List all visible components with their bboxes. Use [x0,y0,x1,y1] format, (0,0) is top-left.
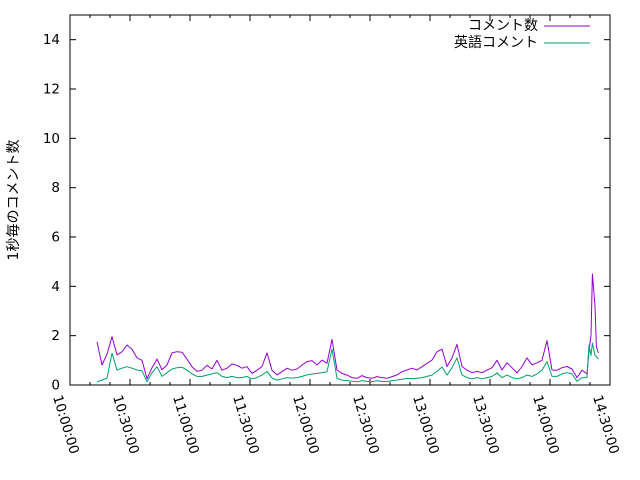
series-line-comment-count [96,273,599,380]
series-line-english-comments [96,342,599,383]
x-tick-label: 12:00:00 [289,393,322,456]
legend-label: 英語コメント [454,34,538,51]
x-tick-label: 14:00:00 [529,393,562,456]
x-tick-label: 13:00:00 [409,393,442,456]
y-tick-label: 4 [51,279,60,295]
x-tick-label: 11:30:00 [229,393,262,456]
x-tick-label: 11:00:00 [169,393,202,456]
x-tick-label: 12:30:00 [349,393,382,456]
x-tick-label: 13:30:00 [469,393,502,456]
y-tick-label: 8 [51,180,60,196]
x-tick-label: 10:30:00 [109,393,142,456]
x-tick-label: 10:00:00 [49,393,82,456]
y-axis-title: 1秒毎のコメント数 [6,140,22,261]
plot-border [69,14,611,386]
y-tick-label: 6 [51,230,60,246]
y-tick-label: 2 [51,328,60,344]
y-tick-label: 14 [43,32,60,48]
y-tick-label: 0 [51,378,60,394]
y-tick-label: 10 [43,131,60,147]
y-tick-label: 12 [43,82,60,98]
x-tick-label: 14:30:00 [589,393,622,456]
legend-label: コメント数 [468,18,538,34]
